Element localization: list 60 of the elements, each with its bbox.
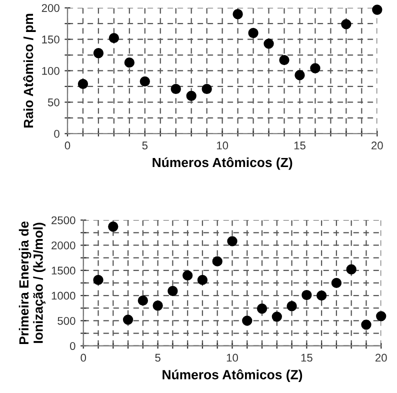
point <box>197 274 208 286</box>
point <box>108 32 120 44</box>
y-tick-label: 0 <box>54 130 60 138</box>
x-tick-label: 10 <box>216 142 228 150</box>
point <box>302 290 312 300</box>
y-tick-label: 1500 <box>52 266 76 275</box>
point <box>138 295 148 306</box>
point <box>170 84 181 94</box>
point <box>376 311 386 322</box>
x-tick-label: 0 <box>80 354 86 362</box>
point <box>310 63 320 74</box>
x-axis-title: Números Atômicos (Z) <box>162 369 302 382</box>
x-tick-label: 15 <box>301 354 312 362</box>
point <box>212 256 222 266</box>
y-tick-label: 200 <box>42 4 60 12</box>
point <box>331 278 342 288</box>
point <box>248 28 258 38</box>
point <box>93 274 104 286</box>
point <box>124 57 135 68</box>
point <box>78 78 88 90</box>
y-axis-title: Raio Atômico / pm <box>23 14 36 128</box>
point <box>279 54 290 66</box>
x-tick-label: 5 <box>142 142 148 150</box>
x-tick-label: 15 <box>294 142 306 150</box>
point <box>93 48 104 58</box>
x-tick-label: 20 <box>372 142 383 150</box>
point <box>272 312 282 322</box>
point <box>256 304 268 314</box>
y-tick-label: 100 <box>42 67 60 75</box>
x-tick-label: 10 <box>226 354 238 362</box>
point <box>264 38 274 49</box>
point <box>232 9 243 20</box>
point <box>168 286 178 296</box>
y-tick-label: 500 <box>58 316 76 325</box>
point <box>140 76 150 87</box>
point <box>361 320 372 330</box>
point <box>346 264 356 274</box>
x-axis-title: Números Atômicos (Z) <box>152 157 292 170</box>
y-axis-title: Primeira Energia de Ionização / (kJ/mol) <box>18 221 46 344</box>
y-tick-label: 0 <box>70 342 76 350</box>
y-tick-label: 2000 <box>52 242 76 250</box>
x-tick-label: 20 <box>376 354 387 362</box>
point <box>316 290 327 301</box>
y-tick-label: 50 <box>48 98 60 106</box>
point <box>242 316 252 326</box>
x-tick-label: 5 <box>155 354 160 362</box>
point <box>202 84 212 94</box>
y-tick-label: 150 <box>42 36 60 44</box>
point <box>372 4 382 15</box>
point <box>182 270 193 280</box>
point <box>186 90 196 101</box>
point <box>341 19 352 30</box>
point <box>122 314 134 325</box>
y-tick-label: 2500 <box>52 216 76 224</box>
y-tick-label: 1000 <box>52 292 76 300</box>
point <box>286 301 297 312</box>
point <box>294 70 305 80</box>
point <box>152 300 163 311</box>
point <box>227 236 238 246</box>
point <box>108 222 118 232</box>
